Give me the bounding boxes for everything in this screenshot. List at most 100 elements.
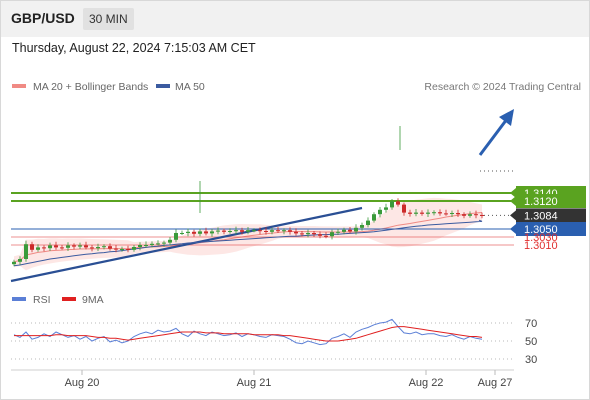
forecast-arrow-shaft: [478, 118, 509, 156]
candle-body: [216, 230, 220, 232]
candle-body: [24, 244, 28, 259]
candle-body: [18, 259, 22, 262]
candle-body: [210, 231, 214, 234]
candle-body: [156, 243, 160, 245]
candle-body: [96, 247, 100, 249]
candle-body: [270, 230, 274, 232]
candle-body: [420, 212, 424, 214]
candle-body: [150, 243, 154, 245]
candle-body: [336, 231, 340, 233]
last-price-label-pointer: [510, 210, 516, 221]
candle-body: [426, 212, 430, 214]
candle-body: [90, 247, 94, 249]
candle-body: [126, 249, 130, 250]
candle-body: [348, 229, 352, 232]
candle-body: [432, 212, 436, 214]
last-price-label-bg: [516, 208, 586, 223]
candle-body: [72, 245, 76, 247]
pivot-label-bg: [516, 222, 586, 236]
candle-body: [198, 231, 202, 234]
candle-body: [120, 249, 124, 250]
chart-datetime: Thursday, August 22, 2024 7:15:03 AM CET: [12, 41, 256, 55]
candle-body: [60, 247, 64, 249]
candle-body: [414, 212, 418, 214]
candle-body: [450, 213, 454, 214]
candle-body: [78, 245, 82, 247]
candle-body: [144, 245, 148, 246]
candle-body: [480, 215, 484, 216]
pivot-label: 1.3050: [524, 224, 558, 236]
candle-body: [384, 207, 388, 210]
legend-ma20-swatch: [12, 84, 26, 88]
candle-body: [366, 220, 370, 225]
x-tick-label: Aug 20: [65, 377, 100, 389]
credit-text: Research © 2024 Trading Central: [424, 81, 581, 93]
candle-body: [360, 225, 364, 228]
candle-body: [342, 229, 346, 232]
ma50-series: [13, 219, 483, 267]
level-lines: [11, 170, 514, 246]
candle-body: [396, 201, 400, 205]
candle-body: [108, 246, 112, 249]
candle-body: [312, 233, 316, 235]
last-price-label: 1.3084: [524, 210, 558, 222]
candle-body: [258, 230, 262, 232]
candle-body: [306, 233, 310, 235]
candle-body: [390, 201, 394, 208]
rsi-tick-label: 50: [525, 336, 537, 348]
timeframe-badge[interactable]: 30 MIN: [83, 8, 134, 30]
candle-body: [438, 212, 442, 214]
candle-body: [402, 204, 406, 213]
uptrend-line: [10, 206, 363, 283]
candle-body: [444, 213, 448, 215]
candle-body: [330, 232, 334, 237]
candle-body: [42, 247, 46, 249]
candle-body: [168, 239, 172, 243]
candle-body: [138, 245, 142, 247]
candle-body: [30, 244, 34, 250]
candle-body: [234, 230, 238, 232]
candle-body: [252, 230, 256, 232]
rsi-ma-line: [14, 326, 483, 342]
rsi-legend-label: RSI: [33, 294, 51, 306]
candle-body: [66, 245, 70, 248]
candle-body: [318, 234, 322, 236]
candle-body: [354, 227, 358, 232]
legend-ma20-label: MA 20 + Bollinger Bands: [33, 81, 148, 93]
candle-body: [228, 231, 232, 232]
candle-body: [468, 214, 472, 216]
resistance-label-bg-1: [516, 194, 586, 208]
x-tick-label: Aug 21: [237, 377, 272, 389]
candle-body: [222, 230, 226, 232]
x-axis: Aug 20 Aug 21 Aug 22 Aug 27: [65, 370, 513, 389]
candle-body: [36, 247, 40, 250]
candle-body: [246, 230, 250, 232]
candle-body: [180, 233, 184, 234]
candle-body: [462, 214, 466, 216]
candle-body: [474, 214, 478, 216]
candle-body: [408, 212, 412, 214]
candle-body: [324, 235, 328, 237]
rsi-legend-swatch: [12, 297, 26, 301]
candle-body: [192, 231, 196, 234]
candle-body: [372, 214, 376, 221]
rsi-tick-label: 30: [525, 354, 537, 366]
x-tick-label: Aug 27: [478, 377, 513, 389]
legend-ma50-swatch: [156, 84, 170, 88]
symbol-title: GBP/USD: [11, 10, 75, 26]
candle-body: [132, 247, 136, 250]
support-label-4: 1.3030: [524, 232, 558, 244]
pivot-label-pointer: [510, 224, 516, 234]
candle-body: [186, 231, 190, 233]
candle-body: [276, 230, 280, 232]
candle-body: [204, 231, 208, 234]
candle-body: [240, 230, 244, 232]
candle-body: [48, 245, 52, 249]
rsi-tick-label: 70: [525, 318, 537, 330]
rsi-ma-legend-swatch: [62, 297, 76, 301]
candle-body: [12, 261, 16, 265]
trend-lines: [10, 109, 514, 283]
resistance-label-pointer-0: [510, 188, 516, 198]
candle-body: [282, 230, 286, 232]
